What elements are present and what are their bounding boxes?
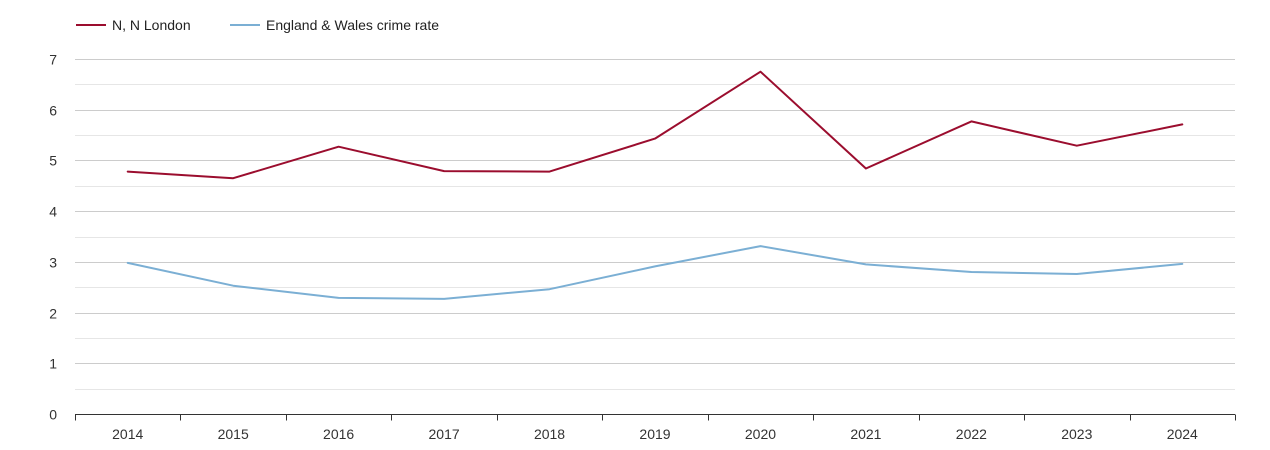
data-point-england-wales-crime-rate[interactable]	[544, 283, 556, 295]
data-point-england-wales-crime-rate[interactable]	[438, 293, 450, 305]
data-point-england-wales-crime-rate[interactable]	[122, 257, 134, 269]
y-tick-label: 7	[49, 52, 57, 68]
data-point-n-n-london[interactable]	[1071, 140, 1083, 152]
data-point-england-wales-crime-rate[interactable]	[965, 266, 977, 278]
y-tick-label: 5	[49, 153, 57, 169]
x-tick-label: 2017	[429, 426, 460, 442]
x-tick-label: 2023	[1061, 426, 1092, 442]
x-tick-label: 2015	[218, 426, 249, 442]
data-point-n-n-london[interactable]	[1176, 118, 1188, 130]
data-point-n-n-london[interactable]	[754, 66, 766, 78]
x-tick-label: 2019	[639, 426, 670, 442]
y-tick-label: 2	[49, 306, 57, 322]
data-point-n-n-london[interactable]	[649, 133, 661, 145]
data-point-england-wales-crime-rate[interactable]	[1176, 258, 1188, 270]
x-tick-label: 2021	[850, 426, 881, 442]
y-tick-label: 3	[49, 255, 57, 271]
chart-series	[122, 66, 1188, 305]
y-tick-label: 0	[49, 407, 57, 423]
chart-grid	[75, 59, 1235, 415]
data-point-n-n-london[interactable]	[122, 166, 134, 178]
data-point-england-wales-crime-rate[interactable]	[649, 260, 661, 272]
y-tick-label: 1	[49, 356, 57, 372]
data-point-n-n-london[interactable]	[544, 166, 556, 178]
data-point-england-wales-crime-rate[interactable]	[754, 240, 766, 252]
x-tick-label: 2014	[112, 426, 143, 442]
x-tick-label: 2016	[323, 426, 354, 442]
data-point-england-wales-crime-rate[interactable]	[227, 280, 239, 292]
legend-item-england-wales[interactable]: England & Wales crime rate	[230, 17, 439, 33]
series-line-n-n-london[interactable]	[126, 70, 1184, 180]
data-point-england-wales-crime-rate[interactable]	[333, 292, 345, 304]
data-point-n-n-london[interactable]	[965, 115, 977, 127]
y-tick-label: 4	[49, 204, 57, 220]
x-tick-label: 2018	[534, 426, 565, 442]
series-line-england-wales-crime-rate[interactable]	[126, 245, 1184, 300]
x-axis-tick-labels: 2014 2015 2016 2017 2018 2019 2020 2021 2022 2023…	[75, 414, 1236, 442]
data-point-n-n-london[interactable]	[227, 172, 239, 184]
data-point-n-n-london[interactable]	[860, 163, 872, 175]
legend-label-england-wales: England & Wales crime rate	[266, 17, 439, 33]
legend-item-n-london[interactable]: N, N London	[76, 17, 191, 33]
chart-legend: N, N London England & Wales crime rate	[76, 17, 439, 33]
data-point-england-wales-crime-rate[interactable]	[1071, 268, 1083, 280]
data-point-n-n-london[interactable]	[333, 141, 345, 153]
y-tick-label: 6	[49, 103, 57, 119]
x-tick-label: 2024	[1167, 426, 1198, 442]
data-point-n-n-london[interactable]	[438, 165, 450, 177]
data-point-england-wales-crime-rate[interactable]	[860, 258, 872, 270]
y-axis-tick-labels: 0 1 2 3 4 5 6 7	[49, 52, 57, 423]
x-tick-label: 2022	[956, 426, 987, 442]
legend-label-n-london: N, N London	[112, 17, 191, 33]
x-tick-label: 2020	[745, 426, 776, 442]
